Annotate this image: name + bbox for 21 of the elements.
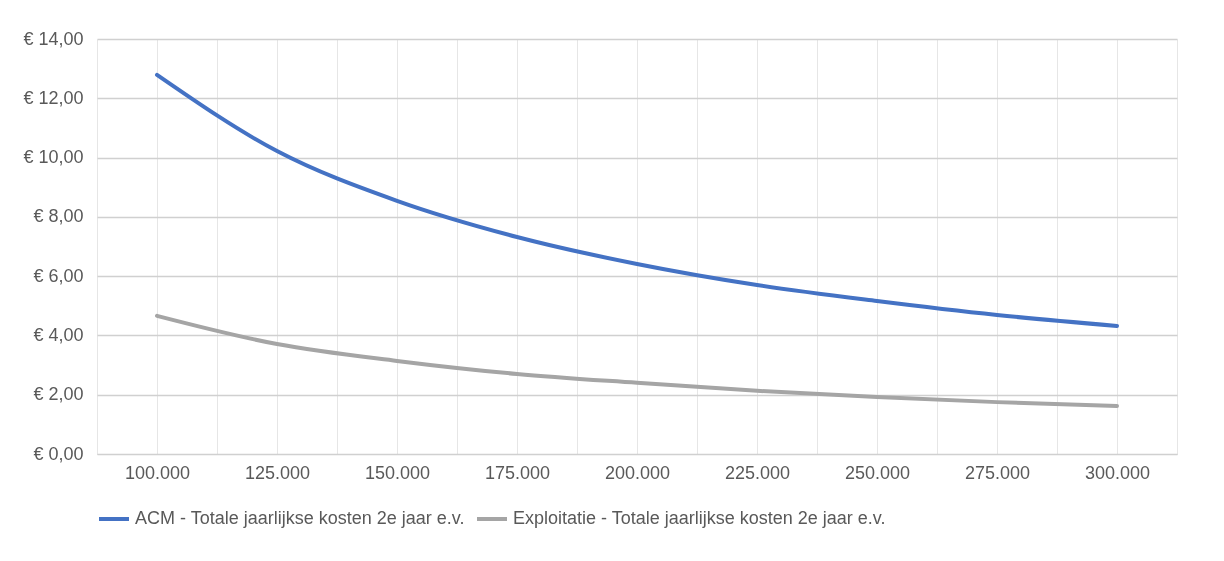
y-tick-label: € 2,00 (33, 384, 84, 405)
x-tick-label: 175.000 (484, 462, 551, 483)
y-tick-label: € 12,00 (23, 87, 84, 108)
line-series (155, 313, 1119, 408)
line-series (155, 72, 1119, 328)
x-tick-label: 300.000 (1084, 462, 1151, 483)
x-tick-label: 150.000 (364, 462, 431, 483)
y-tick-label: € 14,00 (23, 28, 84, 49)
x-tick-label: 250.000 (844, 462, 911, 483)
y-tick-label: € 4,00 (33, 324, 84, 345)
x-tick-label: 275.000 (964, 462, 1031, 483)
x-tick-label: 100.000 (124, 462, 191, 483)
legend-label: Exploitatie - Totale jaarlijkse kosten 2e jaar e.v. (513, 508, 886, 528)
y-tick-label: € 10,00 (23, 147, 84, 168)
y-tick-label: € 6,00 (33, 265, 84, 286)
legend-label: ACM - Totale jaarlijkse kosten 2e jaar e.v. (135, 508, 465, 528)
y-tick-label: € 8,00 (33, 206, 84, 227)
x-tick-label: 125.000 (244, 462, 311, 483)
y-tick-label: € 0,00 (33, 443, 84, 464)
x-tick-label: 200.000 (604, 462, 671, 483)
x-tick-label: 225.000 (724, 462, 791, 483)
